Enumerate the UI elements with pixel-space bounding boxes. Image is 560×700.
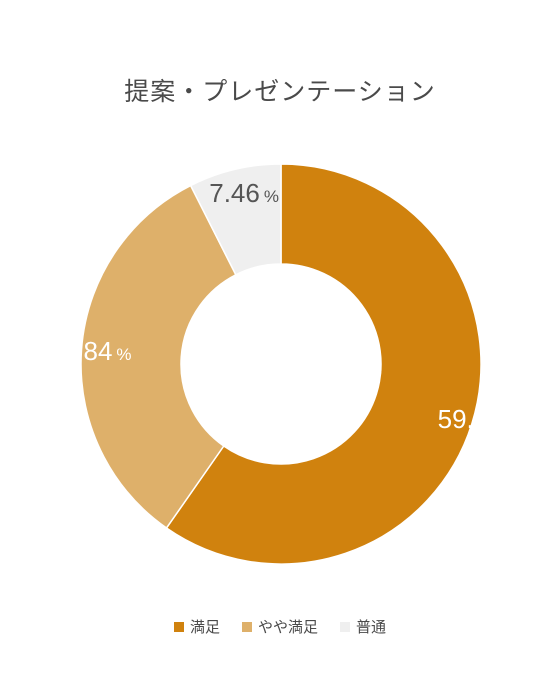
slice-label-unit-0: % xyxy=(492,413,507,432)
legend-label-manzoku: 満足 xyxy=(189,618,220,636)
slice-labels: 59.7 %32.84 %7.46% xyxy=(47,178,507,434)
slice-label-unit-1: % xyxy=(116,345,131,364)
slice-label-value-0: 59.7 xyxy=(438,404,489,434)
legend-item-manzoku: 満足 xyxy=(173,616,220,637)
legend-item-futsu: 普通 xyxy=(340,616,386,637)
legend-label-futsu: 普通 xyxy=(356,618,387,636)
legend-swatch-yaya-manzoku xyxy=(241,621,252,632)
slice-label-2: 7.46% xyxy=(209,178,279,208)
slice-label-value-1: 32.84 xyxy=(47,336,112,366)
slice-label-0: 59.7% xyxy=(438,404,508,434)
legend-item-yaya-manzoku: やや満足 xyxy=(241,616,318,637)
slice-label-1: 32.84% xyxy=(47,336,131,366)
slice-label-value-2: 7.46 xyxy=(209,178,260,208)
donut-slices xyxy=(80,163,482,565)
legend-swatch-manzoku xyxy=(173,621,184,632)
donut-slice-0 xyxy=(165,163,482,565)
legend-label-yaya-manzoku: やや満足 xyxy=(257,618,318,636)
chart-title: 提案・プレゼンテーション xyxy=(124,77,436,106)
donut-slice-1 xyxy=(80,184,237,530)
legend: 満足 やや満足 普通 xyxy=(0,616,560,637)
legend-swatch-futsu xyxy=(340,621,350,632)
donut-slice-2 xyxy=(189,163,282,276)
slice-label-unit-2: % xyxy=(264,187,279,206)
